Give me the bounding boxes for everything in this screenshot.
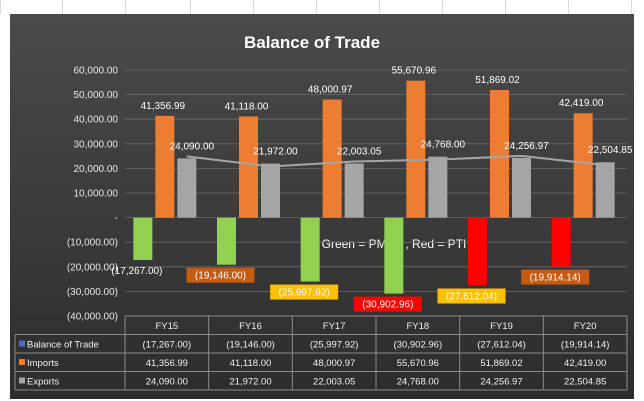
bar-imports-fy19 (490, 90, 509, 218)
y-tick-label: (20,000.00) (67, 262, 118, 273)
data-label-exports: 21,972.00 (253, 147, 298, 158)
table-cell: 41,356.99 (146, 358, 188, 369)
table-cell: 21,972.00 (229, 377, 271, 388)
y-tick-label: (10,000.00) (67, 238, 118, 249)
bar-exports-fy18 (428, 156, 448, 218)
data-label-balance: (17,267.00) (111, 266, 162, 277)
bar-balance-of-trade-fy16 (217, 217, 236, 265)
data-label-exports: 24,090.00 (170, 141, 215, 152)
table-cell: (19,914.14) (561, 340, 610, 351)
legend-key-imports (19, 359, 25, 365)
table-cell: 55,670.96 (397, 358, 439, 369)
data-label-imports: 51,869.02 (475, 75, 520, 86)
table-cell: 42,419.00 (564, 358, 606, 369)
data-label-exports: 22,504.85 (588, 145, 633, 156)
y-tick-label: 30,000.00 (74, 139, 119, 150)
data-label-exports: 24,256.97 (504, 141, 549, 152)
bar-imports-fy18 (406, 80, 426, 218)
data-label-bg (186, 267, 255, 283)
y-tick-label: 50,000.00 (74, 90, 119, 101)
bar-imports-fy15 (155, 115, 175, 218)
table-cell: (19,146.00) (226, 340, 275, 351)
data-label-balance: (25,997.92) (279, 288, 330, 299)
table-header-fy15: FY15 (155, 321, 178, 332)
bar-balance-of-trade-fy17 (300, 217, 320, 282)
exports-trendline (186, 154, 606, 168)
bar-exports-fy19 (512, 157, 531, 218)
bar-imports-fy17 (322, 99, 342, 218)
bar-balance-of-trade-fy19 (468, 217, 487, 286)
table-series-name: Balance of Trade (27, 340, 99, 351)
legend-key-exports (19, 377, 25, 384)
data-label-balance: (19,146.00) (195, 271, 246, 282)
table-cell: (30,902.96) (394, 340, 443, 351)
data-label-bg (270, 284, 339, 300)
spreadsheet-gridlines (0, 0, 632, 14)
data-label-bg (437, 288, 506, 304)
data-label-imports: 41,356.99 (141, 101, 186, 112)
table-cell: 22,003.05 (313, 377, 355, 388)
table-cell: 48,000.97 (313, 358, 355, 369)
table-cell: (25,997.92) (310, 340, 359, 351)
table-cell: 22,504.85 (564, 377, 606, 388)
data-label-imports: 42,419.00 (559, 98, 604, 109)
bar-exports-fy20 (595, 162, 615, 218)
data-label-bg (521, 269, 590, 285)
table-header-fy16: FY16 (239, 321, 262, 332)
y-tick-label: 60,000.00 (74, 66, 119, 77)
table-cell: 24,768.00 (397, 377, 439, 388)
y-tick-label: (30,000.00) (67, 287, 118, 298)
data-label-imports: 48,000.97 (308, 85, 353, 96)
data-label-bg (353, 296, 422, 312)
table-header-fy19: FY19 (490, 321, 513, 332)
y-tick-label: 20,000.00 (74, 164, 119, 175)
bar-exports-fy17 (344, 163, 364, 218)
data-label-imports: 55,670.96 (392, 66, 437, 77)
bar-imports-fy16 (239, 116, 258, 218)
y-tick-label: 10,000.00 (74, 189, 119, 200)
data-label-imports: 41,118.00 (225, 101, 269, 112)
data-label-balance: (30,902.96) (362, 300, 413, 311)
bar-exports-fy15 (177, 158, 197, 218)
bar-balance-of-trade-fy20 (551, 217, 571, 267)
bar-balance-of-trade-fy15 (133, 217, 153, 261)
bar-exports-fy16 (261, 163, 280, 218)
bar-imports-fy20 (573, 113, 593, 218)
table-header-fy20: FY20 (574, 321, 597, 332)
data-label-balance: (19,914.14) (530, 273, 581, 284)
table-cell: 51,869.02 (480, 358, 522, 369)
bar-balance-of-trade-fy18 (384, 217, 404, 294)
table-cell: 24,256.97 (480, 377, 522, 388)
y-tick-label: 40,000.00 (74, 115, 119, 126)
table-header-fy17: FY17 (323, 321, 346, 332)
table-cell: (27,612.04) (477, 340, 526, 351)
table-cell: 41,118.00 (230, 358, 272, 369)
table-cell: (17,267.00) (143, 340, 192, 351)
balance-of-trade-chart: Balance of Trade Green = PMLN , Red = PT… (14, 33, 633, 391)
data-label-balance: (27,612.04) (446, 292, 497, 303)
data-label-exports: 22,003.05 (337, 146, 382, 157)
table-series-name: Imports (27, 358, 59, 369)
y-tick-label: - (115, 213, 118, 224)
legend-key-balance-of-trade (19, 340, 25, 347)
table-header-fy18: FY18 (406, 321, 429, 332)
y-tick-label: (40,000.00) (67, 312, 118, 323)
table-cell: 24,090.00 (146, 377, 188, 388)
table-series-name: Exports (27, 377, 59, 388)
chart-title: Balance of Trade (244, 33, 380, 52)
data-label-exports: 24,768.00 (421, 140, 466, 151)
chart-area[interactable]: Balance of Trade Green = PMLN , Red = PT… (10, 14, 634, 399)
